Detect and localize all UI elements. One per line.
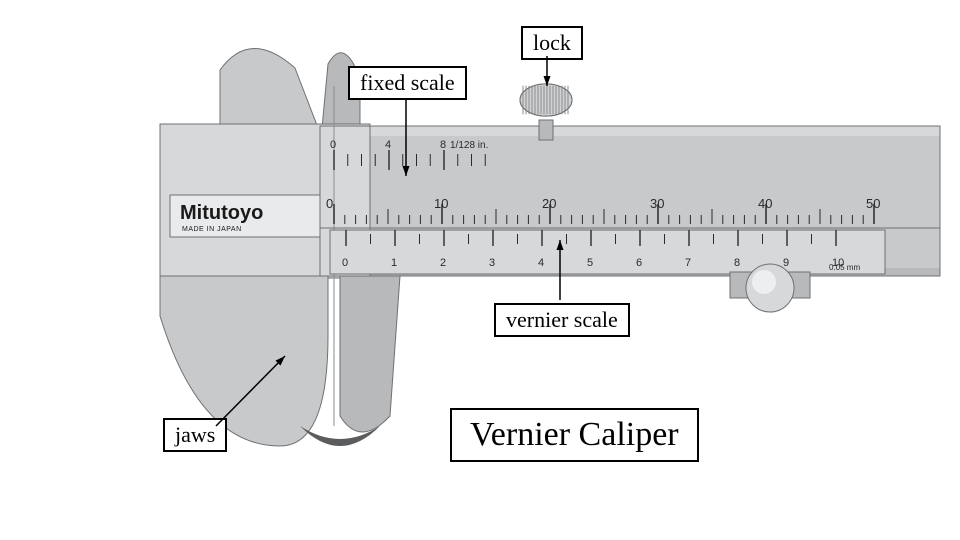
diagram-stage: MitutoyoMADE IN JAPAN0481/128 in.0102030… — [0, 0, 960, 540]
callout-arrows — [0, 0, 960, 540]
